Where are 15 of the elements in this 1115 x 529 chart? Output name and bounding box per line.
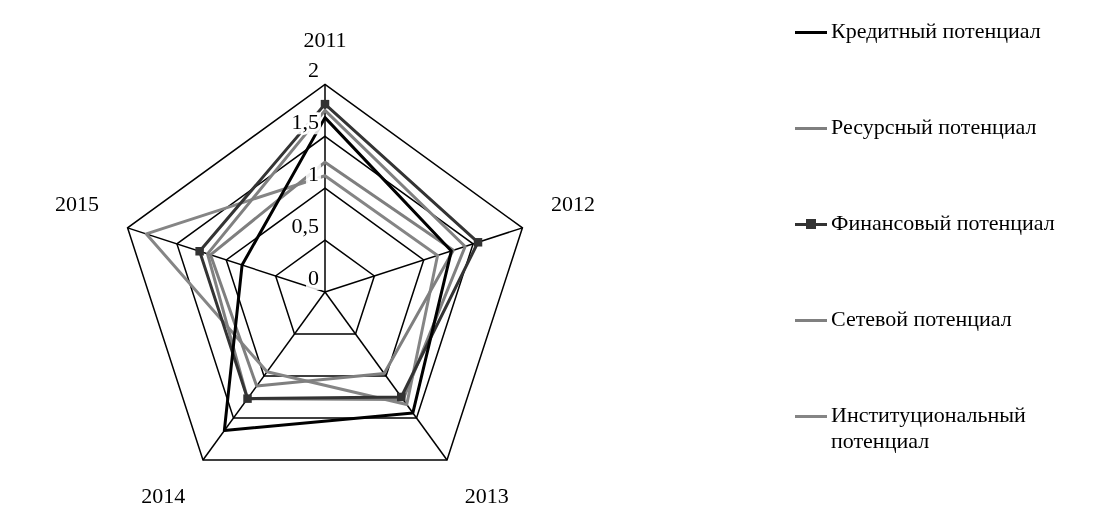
legend-label: Институциональный потенциал bbox=[831, 402, 1027, 454]
legend-label: Финансовый потенциал bbox=[831, 210, 1055, 236]
spoke-label: 2014 bbox=[141, 483, 186, 509]
y-tick-label: 2 bbox=[308, 57, 319, 83]
y-tick-label: 1,5 bbox=[291, 109, 319, 135]
y-tick-label: 0,5 bbox=[291, 212, 319, 238]
legend-label: Ресурсный потенциал bbox=[831, 114, 1037, 140]
spoke-label: 2013 bbox=[464, 483, 509, 509]
y-tick-label: 0 bbox=[308, 264, 319, 290]
spoke-label: 2012 bbox=[550, 191, 595, 217]
spoke-label: 2011 bbox=[303, 26, 347, 52]
y-tick-label: 1 bbox=[308, 160, 319, 186]
spoke-label: 2015 bbox=[55, 191, 100, 217]
legend-label: Сетевой потенциал bbox=[831, 306, 1012, 332]
legend-label: Кредитный потенциал bbox=[831, 18, 1041, 44]
